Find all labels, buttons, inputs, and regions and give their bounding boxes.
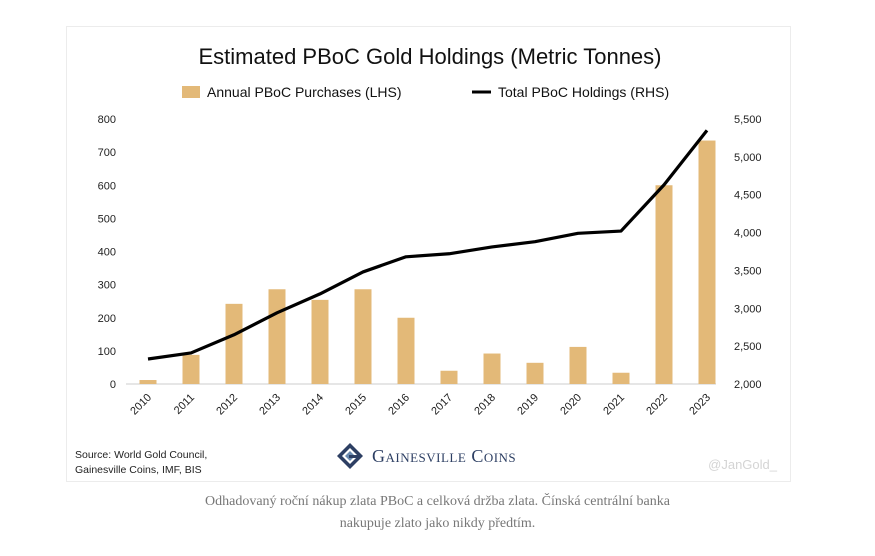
bar-2023	[698, 140, 716, 384]
x-tick-label: 2023	[687, 392, 713, 418]
source-line-2: Gainesville Coins, IMF, BIS	[75, 464, 202, 476]
left-tick-label: 700	[98, 147, 116, 159]
bar-2020	[569, 346, 587, 384]
left-tick-label: 0	[110, 379, 116, 391]
bar-2012	[225, 303, 243, 384]
bar-2011	[182, 354, 200, 384]
left-axis: 0 100 200 300 400 500 600 700 800	[98, 114, 116, 391]
x-axis: 2010 2011 2012 2013 2014 2015 2016 2017 2018 2019…	[128, 392, 713, 418]
x-tick-label: 2019	[515, 392, 541, 418]
x-tick-label: 2021	[601, 392, 627, 418]
bar-2016	[397, 317, 415, 384]
bar-2015	[354, 289, 372, 384]
chart: Estimated PBoC Gold Holdings (Metric Ton…	[98, 44, 762, 418]
bar-2018	[483, 353, 501, 384]
gainesville-logo-icon	[337, 443, 363, 469]
left-tick-label: 100	[98, 346, 116, 358]
watermark: @JanGold_	[708, 457, 777, 472]
right-tick-label: 5,500	[734, 114, 762, 126]
left-tick-label: 200	[98, 313, 116, 325]
bar-2014	[311, 299, 329, 384]
right-tick-label: 5,000	[734, 152, 762, 164]
x-tick-label: 2010	[128, 392, 154, 418]
bar-2017	[440, 370, 458, 384]
right-tick-label: 2,000	[734, 379, 762, 391]
left-tick-label: 400	[98, 247, 116, 259]
logo: Gainesville Coins	[336, 442, 516, 470]
legend-label-holdings: Total PBoC Holdings (RHS)	[498, 84, 669, 100]
left-tick-label: 800	[98, 114, 116, 126]
legend: Annual PBoC Purchases (LHS) Total PBoC H…	[182, 84, 669, 100]
caption-line-2: nakupuje zlato jako nikdy předtím.	[339, 516, 536, 531]
caption-line-1: Odhadovaný roční nákup zlata PBoC a celk…	[205, 494, 670, 509]
x-tick-label: 2017	[429, 392, 455, 418]
right-tick-label: 4,500	[734, 190, 762, 202]
left-tick-label: 500	[98, 213, 116, 225]
right-tick-label: 3,000	[734, 303, 762, 315]
x-tick-label: 2012	[214, 392, 240, 418]
x-tick-label: 2015	[343, 392, 369, 418]
legend-swatch-purchases	[182, 86, 200, 98]
legend-label-purchases: Annual PBoC Purchases (LHS)	[207, 84, 402, 100]
bar-2021	[612, 372, 630, 384]
x-tick-label: 2013	[257, 392, 283, 418]
x-tick-label: 2018	[472, 392, 498, 418]
holdings-line	[147, 129, 709, 361]
logo-text: Gainesville Coins	[372, 445, 517, 466]
bar-series	[139, 140, 716, 384]
x-tick-label: 2011	[172, 392, 197, 417]
left-tick-label: 600	[98, 180, 116, 192]
right-tick-label: 4,000	[734, 228, 762, 240]
left-tick-label: 300	[98, 280, 116, 292]
bar-2010	[139, 380, 157, 384]
x-tick-label: 2022	[644, 392, 670, 418]
bar-2022	[655, 185, 673, 384]
right-tick-label: 3,500	[734, 265, 762, 277]
source-note: Source: World Gold Council, Gainesville …	[75, 448, 207, 478]
x-tick-label: 2016	[386, 392, 412, 418]
x-tick-label: 2020	[558, 392, 584, 418]
chart-title: Estimated PBoC Gold Holdings (Metric Ton…	[198, 44, 661, 69]
x-tick-label: 2014	[300, 392, 326, 418]
bar-2019	[526, 362, 544, 384]
bar-2013	[268, 289, 286, 384]
source-line-1: Source: World Gold Council,	[75, 449, 208, 461]
right-tick-label: 2,500	[734, 341, 762, 353]
right-axis: 2,000 2,500 3,000 3,500 4,000 4,500 5,000 5,500	[734, 114, 762, 391]
